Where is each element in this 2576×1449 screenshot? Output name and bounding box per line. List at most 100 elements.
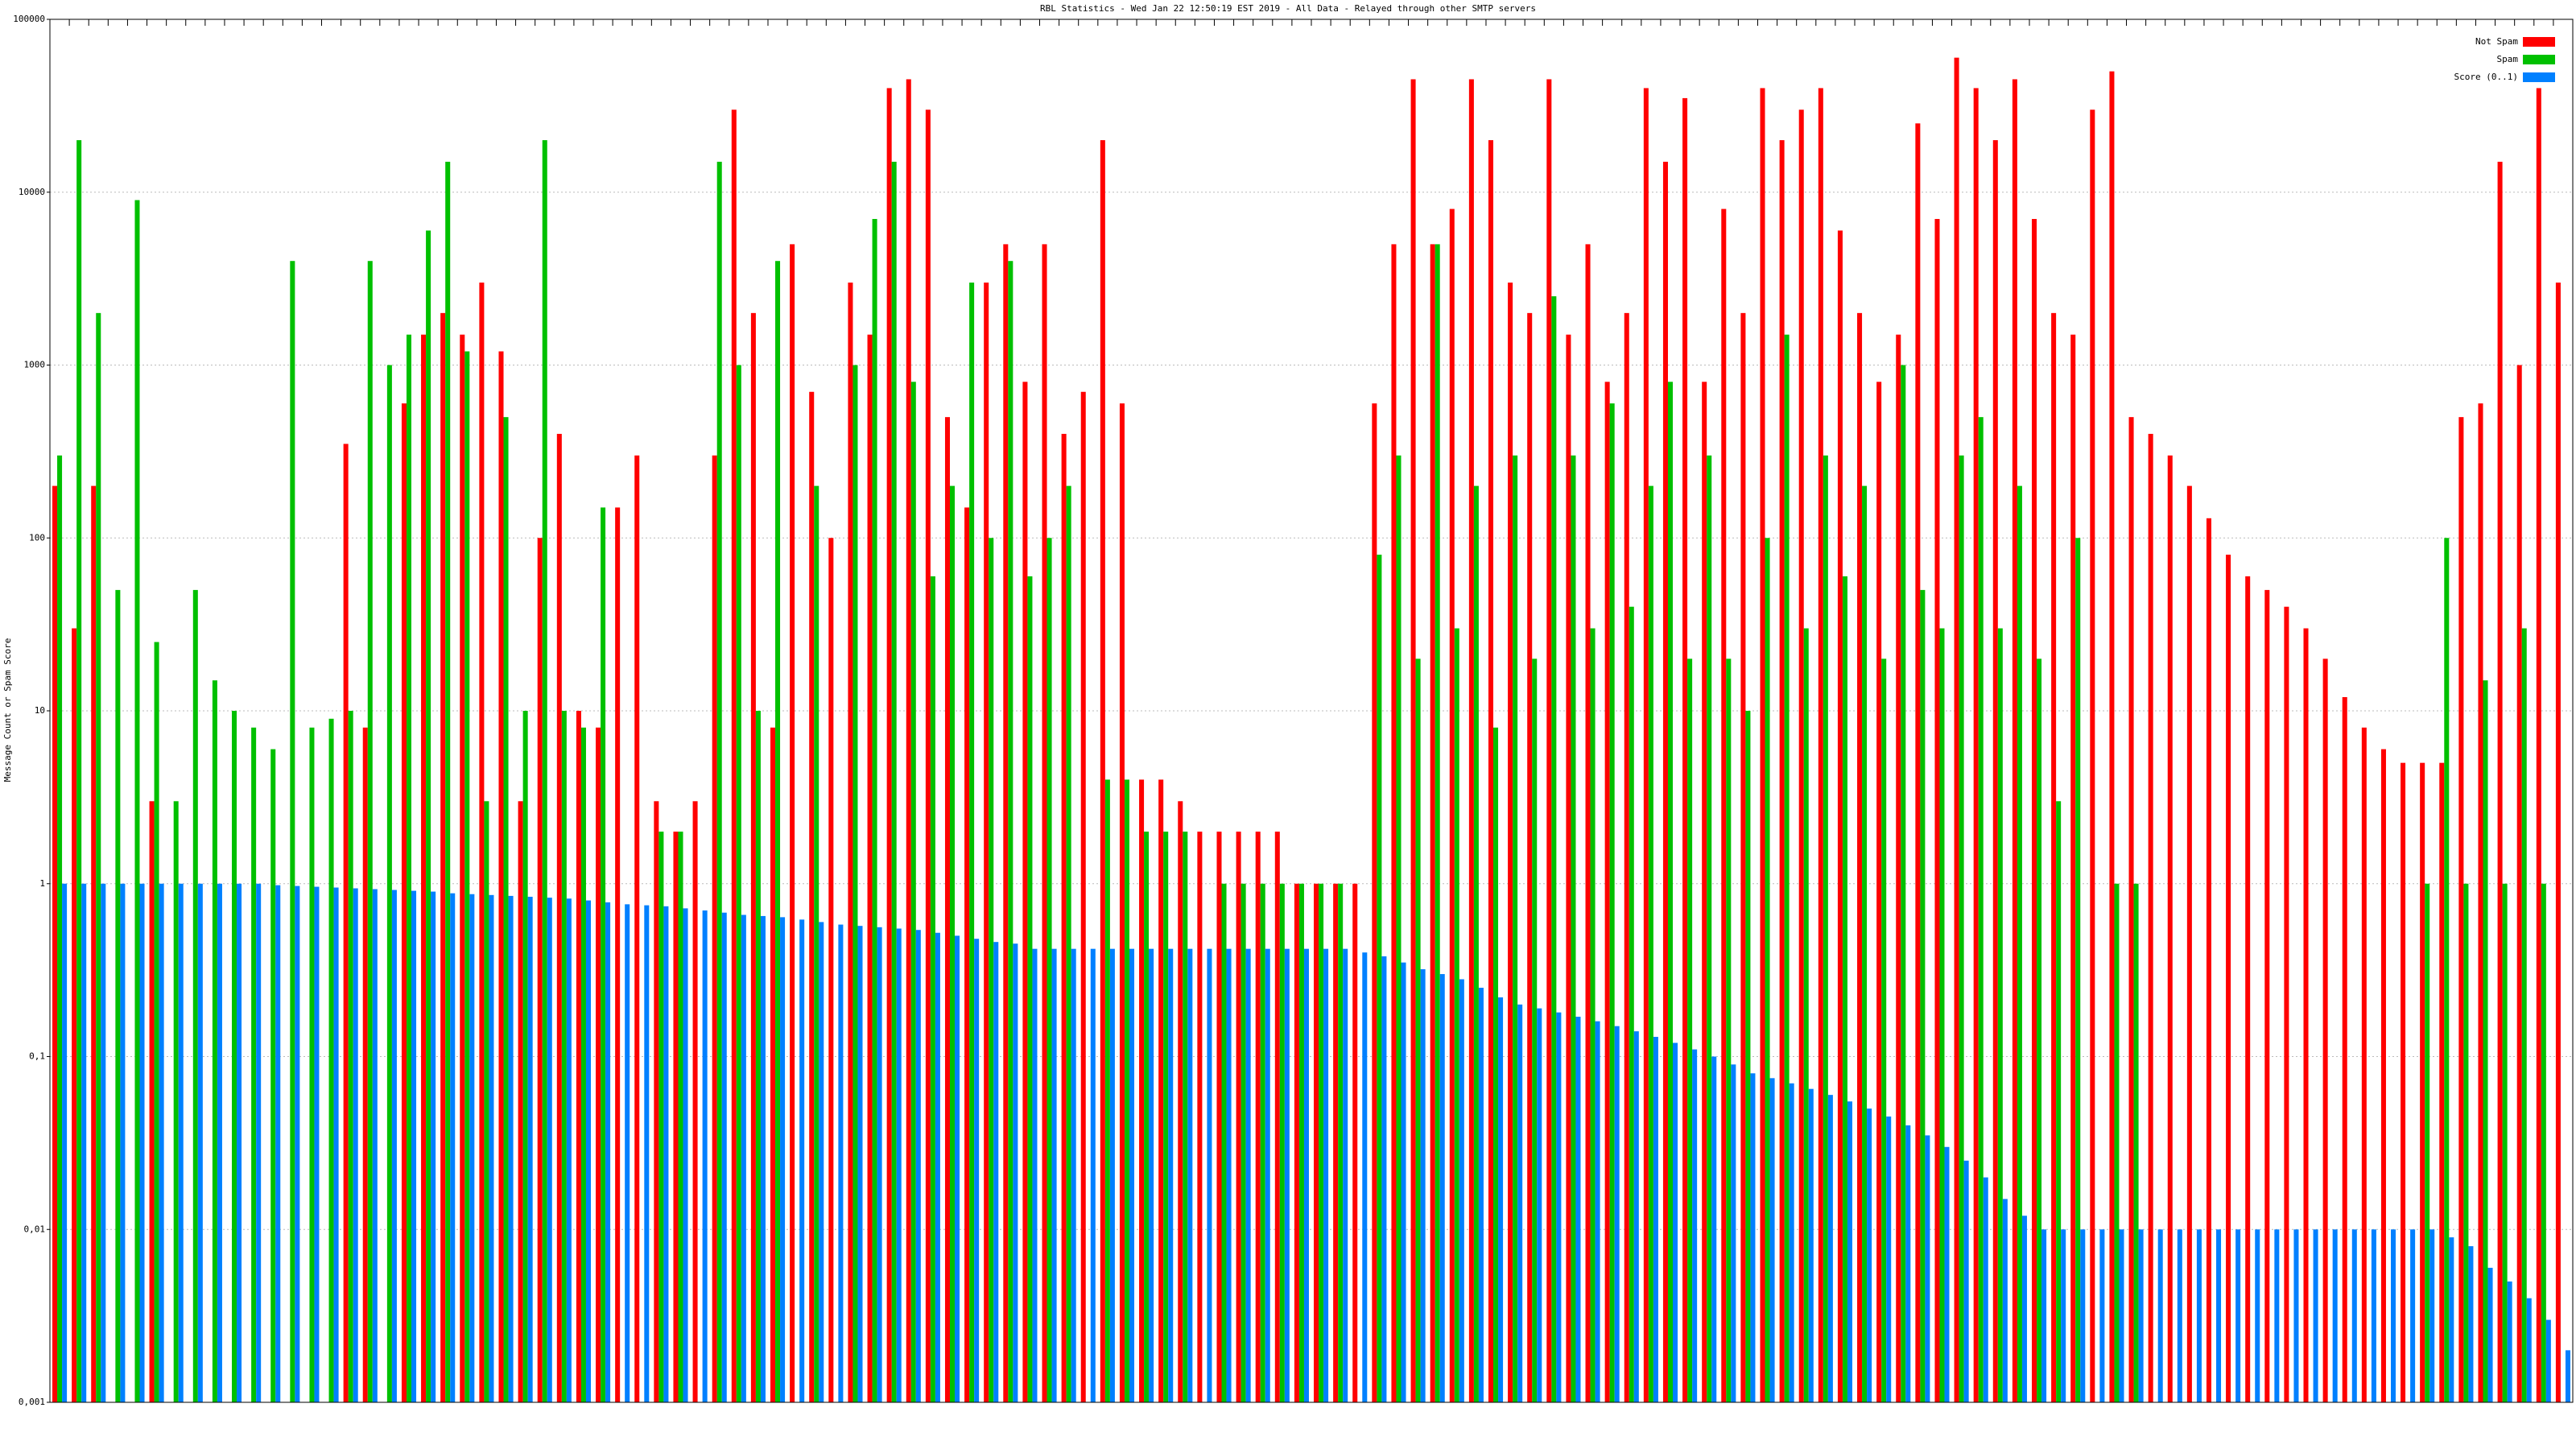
y-tick-label: 1000 bbox=[24, 360, 46, 370]
bar bbox=[1294, 883, 1299, 1402]
bar bbox=[2128, 417, 2134, 1402]
bar bbox=[1978, 417, 1984, 1402]
bar bbox=[2468, 1246, 2474, 1402]
bar bbox=[1401, 962, 1406, 1402]
bar bbox=[1071, 948, 1076, 1402]
bar bbox=[518, 801, 523, 1402]
bar bbox=[2497, 161, 2503, 1402]
bar bbox=[256, 883, 262, 1402]
bar bbox=[2245, 576, 2251, 1402]
bar bbox=[2322, 658, 2328, 1402]
bar bbox=[1284, 948, 1290, 1402]
bar bbox=[2157, 1229, 2163, 1402]
bar bbox=[2031, 219, 2037, 1403]
bar bbox=[828, 538, 834, 1402]
bar bbox=[1731, 1064, 1736, 1402]
bar bbox=[2536, 88, 2541, 1402]
bar bbox=[625, 904, 630, 1402]
bar bbox=[852, 365, 858, 1402]
bar bbox=[2037, 658, 2042, 1402]
bar bbox=[1546, 79, 1552, 1402]
bar bbox=[1080, 391, 1086, 1403]
bar bbox=[736, 365, 741, 1402]
bar bbox=[2274, 1229, 2280, 1402]
bar bbox=[1066, 485, 1071, 1403]
bar bbox=[780, 917, 786, 1402]
bar bbox=[2099, 1229, 2105, 1402]
bar bbox=[1745, 711, 1751, 1402]
bar bbox=[872, 219, 877, 1403]
bar bbox=[989, 538, 994, 1402]
bar bbox=[702, 910, 708, 1402]
bar bbox=[1255, 832, 1261, 1402]
bar bbox=[857, 926, 863, 1402]
bar bbox=[498, 351, 504, 1402]
bar bbox=[1362, 952, 1368, 1402]
y-tick-label: 0,001 bbox=[19, 1397, 45, 1407]
bar bbox=[2502, 883, 2508, 1402]
bar bbox=[1100, 140, 1105, 1403]
bar bbox=[716, 161, 722, 1402]
bar bbox=[1163, 832, 1169, 1402]
bar bbox=[1022, 382, 1028, 1403]
bar bbox=[1013, 943, 1018, 1402]
bar bbox=[1784, 334, 1790, 1403]
bar bbox=[1274, 832, 1280, 1402]
legend-label: Not Spam bbox=[2475, 36, 2518, 47]
bar bbox=[2449, 1237, 2454, 1402]
bar bbox=[2351, 1229, 2357, 1402]
bar bbox=[2420, 762, 2425, 1402]
bar bbox=[712, 455, 717, 1402]
bar bbox=[891, 161, 897, 1402]
bar bbox=[1585, 244, 1591, 1402]
bar bbox=[1527, 312, 1533, 1403]
bar bbox=[585, 900, 592, 1402]
bar bbox=[1343, 948, 1348, 1402]
bar bbox=[1352, 883, 1358, 1402]
bar bbox=[2410, 1229, 2416, 1402]
bar bbox=[1973, 88, 1979, 1402]
bar bbox=[2545, 1319, 2551, 1402]
bar bbox=[1959, 455, 1964, 1402]
bar bbox=[503, 417, 509, 1402]
bar bbox=[877, 927, 882, 1402]
bar bbox=[1954, 57, 1959, 1403]
bar bbox=[993, 942, 999, 1402]
bar bbox=[1769, 1078, 1775, 1402]
bar bbox=[2196, 1229, 2202, 1402]
bar bbox=[527, 897, 533, 1402]
bar bbox=[556, 433, 562, 1402]
bar bbox=[1372, 403, 1377, 1402]
bar bbox=[1236, 832, 1241, 1402]
bar bbox=[391, 890, 397, 1402]
bar bbox=[1687, 658, 1693, 1402]
bar bbox=[91, 485, 97, 1403]
bar bbox=[1119, 403, 1125, 1402]
bar bbox=[2521, 628, 2527, 1402]
bar bbox=[925, 109, 931, 1402]
bar bbox=[678, 832, 683, 1402]
bar bbox=[1566, 334, 1571, 1403]
bar bbox=[1886, 1116, 1892, 1402]
bar bbox=[2021, 1216, 2027, 1402]
bar bbox=[1595, 1021, 1600, 1402]
bar bbox=[1008, 261, 1013, 1402]
bar bbox=[634, 455, 640, 1402]
bar bbox=[1827, 1095, 1833, 1402]
bar bbox=[1144, 832, 1150, 1402]
bar bbox=[838, 924, 844, 1402]
bar bbox=[692, 801, 698, 1402]
bar bbox=[2167, 455, 2173, 1402]
bar bbox=[406, 334, 412, 1403]
bar bbox=[1183, 832, 1188, 1402]
bar bbox=[1881, 658, 1887, 1402]
bar bbox=[1789, 1083, 1794, 1402]
bar bbox=[2041, 1229, 2047, 1402]
bar bbox=[295, 886, 300, 1402]
bar bbox=[1435, 244, 1440, 1402]
bar bbox=[2332, 1229, 2338, 1402]
bar bbox=[683, 908, 688, 1402]
bar bbox=[1575, 1017, 1581, 1402]
bar bbox=[1216, 832, 1222, 1402]
